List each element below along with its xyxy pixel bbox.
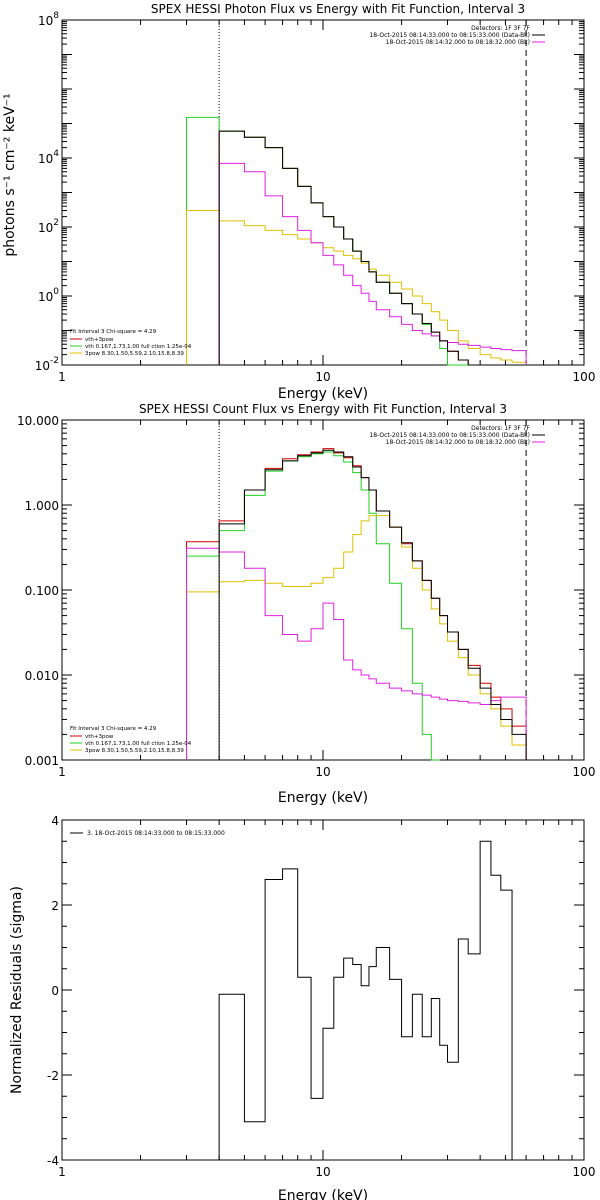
y-tick-label: 4 [51,814,59,828]
photon-legend-vth: vth 0.167,1.73,1.00 full ction 1.25e-04 [85,344,192,350]
count-legend-3pow: 3pow 8.30,1.50,5.59,2.10,15.8,8.39 [85,748,184,754]
y-tick-exponent: 4 [53,149,59,159]
photon-bk-interval: 18-Oct-2015 08:14:32.000 to 08:18:32.000… [386,39,530,46]
photon-y-ticks: 10-2 100 102 104 108 [35,11,584,373]
y-tick-label: 10-2 [35,356,59,373]
photon-panel-title: SPEX HESSI Photon Flux vs Energy with Fi… [151,2,525,16]
count-x-ticks: 1 10 100 [58,420,595,779]
y-tick-label: 2 [51,899,59,913]
count-series-group [186,448,527,761]
count-legend-heading: Fit Interval 3 Chi-square = 4.29 [70,726,157,732]
photon-series-total [218,130,501,366]
y-tick-label: 0.100 [25,584,59,598]
photon-flux-panel: SPEX HESSI Photon Flux vs Energy with Fi… [2,2,595,402]
y-tick-label: 0 [51,984,59,998]
photon-series-vth [186,116,491,366]
count-legend-vth: vth 0.167,1.73,1.00 full ction 1.25e-04 [85,741,192,747]
count-series-background [186,547,527,760]
photon-series-3pow [186,210,527,365]
y-tick-exponent: 0 [53,287,59,297]
y-tick-exponent: -2 [50,356,59,366]
count-data-interval: 18-Oct-2015 08:14:33.000 to 08:15:33.000… [369,432,530,439]
photon-series-data [218,130,501,366]
count-legend-total: vth+3pow [85,734,114,740]
y-tick-exponent: 8 [53,11,59,21]
count-flux-panel: SPEX HESSI Count Flux vs Energy with Fit… [17,402,595,806]
y-tick-label: 0.001 [25,754,59,768]
residuals-y-axis-label: Normalized Residuals (sigma) [9,886,25,1094]
residuals-x-axis-label: Energy (keV) [278,1188,368,1200]
count-series-data [218,449,527,760]
x-tick-label: 10 [315,1165,330,1179]
photon-data-interval: 18-Oct-2015 08:14:33.000 to 08:15:33.000… [369,32,530,39]
residuals-panel: 1 10 100 -4 -2 0 2 4 Energy (keV) Normalized R… [9,814,595,1200]
photon-detectors-text: Detectors: 1F 3F 7F [471,25,530,32]
residuals-plot-frame [61,819,585,1161]
x-tick-label: 10 [315,765,330,779]
photon-plot-frame [61,19,585,366]
residuals-y-ticks: -4 -2 0 2 4 [47,814,584,1168]
count-series-vth [186,451,440,761]
count-series-total [186,448,527,760]
x-tick-label: 1 [58,370,66,384]
y-tick-label: 102 [38,218,59,235]
y-tick-label: 1.000 [25,499,59,513]
y-tick-label: 100 [38,287,59,304]
residuals-series-residuals [218,840,513,1160]
photon-legend-heading: Fit Interval 3 Chi-square = 4.29 [70,329,157,335]
y-tick-label: 104 [38,149,59,166]
x-tick-label: 100 [573,1165,596,1179]
count-y-ticks: 0.001 0.010 0.100 1.000 10.000 [17,414,584,768]
x-tick-label: 100 [573,370,596,384]
x-tick-label: 1 [58,1165,66,1179]
photon-legend-3pow: 3pow 8.30,1.50,5.59,2.10,15.8,8.39 [85,351,184,357]
x-tick-label: 10 [315,370,330,384]
photon-y-axis-label: photons s⁻¹ cm⁻² keV⁻¹ [2,93,18,256]
y-tick-label: -2 [47,1069,59,1083]
x-tick-label: 100 [573,765,596,779]
residuals-legend-label: 3. 18-Oct-2015 08:14:33.000 to 08:15:33.… [87,830,225,837]
photon-series-group [186,116,527,366]
y-tick-label: 108 [38,11,59,28]
y-tick-label: 0.010 [25,669,59,683]
count-panel-title: SPEX HESSI Count Flux vs Energy with Fit… [139,402,507,416]
residuals-series-group [218,840,513,1160]
count-detectors-text: Detectors: 1F 3F 7F [471,425,530,432]
photon-series-background [218,162,527,365]
y-tick-label: -4 [47,1154,59,1168]
photon-legend-total: vth+3pow [85,337,114,343]
photon-x-axis-label: Energy (keV) [278,386,368,402]
photon-vertical-markers [218,20,527,365]
residuals-x-ticks: 1 10 100 [58,820,595,1179]
count-x-axis-label: Energy (keV) [278,790,368,806]
x-tick-label: 1 [58,765,66,779]
count-bk-interval: 18-Oct-2015 08:14:32.000 to 08:18:32.000… [386,439,530,446]
y-tick-label: 10.000 [17,414,59,428]
y-tick-exponent: 2 [53,218,59,228]
